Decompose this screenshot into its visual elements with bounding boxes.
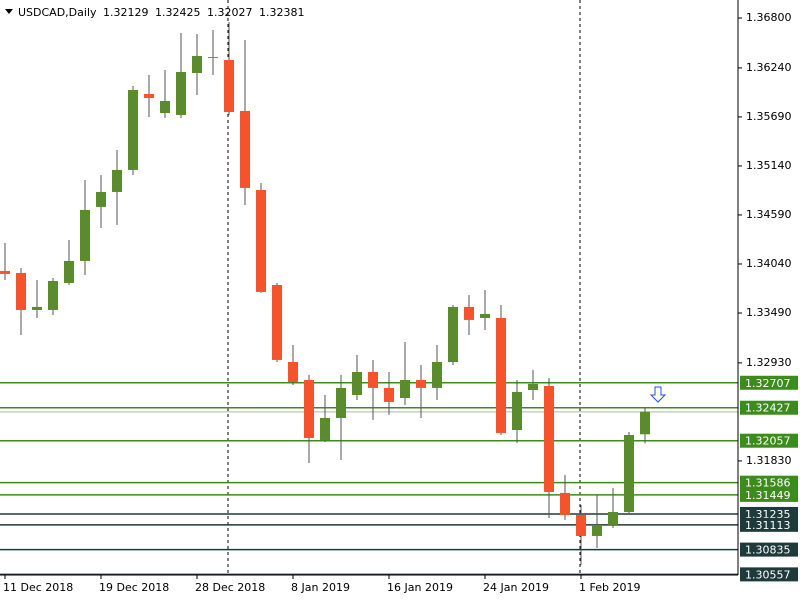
candle-body [576, 514, 586, 536]
axis-labels: 1.36800 1.36240 1.35690 1.35140 1.34590 1.340… [3, 11, 798, 594]
level-label-box [740, 487, 798, 502]
candle-body [32, 306, 42, 310]
candle-body [320, 417, 330, 440]
candle-body [464, 306, 474, 320]
level-label: 1.31586 [745, 477, 791, 490]
low-value: 1.32027 [207, 6, 253, 19]
candle-body [432, 362, 442, 388]
level-label: 1.30557 [745, 568, 791, 581]
candle-body [640, 411, 650, 435]
candle-body [64, 260, 74, 283]
candle-body [336, 387, 346, 418]
x-tick-label: 16 Jan 2019 [387, 581, 453, 594]
candle-body [112, 169, 122, 192]
candle-body [608, 511, 618, 525]
level-label: 1.32707 [745, 377, 791, 390]
down-arrow [649, 386, 667, 403]
candle-body [400, 380, 410, 399]
high-value: 1.32425 [155, 6, 201, 19]
candle-body [160, 100, 170, 114]
level-label-box [740, 542, 798, 557]
level-label-box [740, 517, 798, 532]
y-tick-label: 1.35690 [746, 110, 792, 123]
candle-body [592, 524, 602, 536]
candle-body [480, 313, 490, 318]
candles [0, 22, 650, 565]
level-label: 1.31113 [745, 519, 791, 532]
candle-body [304, 380, 314, 438]
level-label-box [740, 433, 798, 448]
candle-body [352, 371, 362, 395]
candle-body [208, 57, 218, 59]
x-tick-label: 24 Jan 2019 [483, 581, 549, 594]
y-tick-label: 1.32930 [746, 356, 792, 369]
symbol: USDCAD,Daily [18, 6, 97, 19]
level-label-box [740, 400, 798, 415]
candle-body [16, 272, 26, 310]
level-label: 1.32057 [745, 435, 791, 448]
y-tick-label: 1.36240 [746, 61, 792, 74]
candle-body [528, 383, 538, 390]
candle-body [416, 380, 426, 388]
level-label-box [740, 375, 798, 390]
menu-arrow [5, 9, 13, 14]
y-tick-label: 1.34040 [746, 257, 792, 270]
x-tick-label: 19 Dec 2018 [99, 581, 169, 594]
x-tick-label: 11 Dec 2018 [3, 581, 73, 594]
candle-body [384, 387, 394, 402]
candle-body [496, 317, 506, 433]
level-label: 1.31449 [745, 489, 791, 502]
candle-body [368, 371, 378, 388]
level-label-box [740, 475, 798, 490]
candle-body [80, 209, 90, 261]
level-label: 1.30835 [745, 544, 791, 557]
level-label-box [740, 506, 798, 521]
candle-body [240, 110, 250, 188]
candle-body [512, 391, 522, 431]
candle-body [176, 72, 186, 115]
candle-body [224, 59, 234, 113]
candle-body [560, 492, 570, 515]
y-tick-label: 1.33490 [746, 306, 792, 319]
level-label: 1.31235 [745, 508, 791, 521]
candle-body [128, 90, 138, 170]
level-label: 1.32427 [745, 402, 791, 415]
candle-body [48, 280, 58, 310]
candle-body [624, 434, 634, 512]
y-tick-label: 1.35140 [746, 159, 792, 172]
candle-body [448, 306, 458, 363]
candle-body [288, 362, 298, 382]
candle-body [96, 191, 106, 207]
candle-body [544, 385, 554, 492]
open-value: 1.32129 [103, 6, 149, 19]
x-tick-label: 28 Dec 2018 [195, 581, 265, 594]
y-tick-label: 1.31830 [746, 454, 792, 467]
x-tick-label: 1 Feb 2019 [579, 581, 640, 594]
candle-body [272, 285, 282, 360]
candle-body [0, 271, 10, 274]
candle-body [256, 190, 266, 292]
y-tick-label: 1.36800 [746, 11, 792, 24]
x-tick-label: 8 Jan 2019 [291, 581, 350, 594]
candle-body [192, 55, 202, 73]
level-label-box [740, 567, 798, 582]
close-value: 1.32381 [259, 6, 305, 19]
legend: USDCAD,Daily 1.32129 1.32425 1.32027 1.3… [5, 6, 305, 19]
candle-body [144, 94, 154, 99]
levels [0, 382, 738, 576]
y-tick-label: 1.34590 [746, 208, 792, 221]
